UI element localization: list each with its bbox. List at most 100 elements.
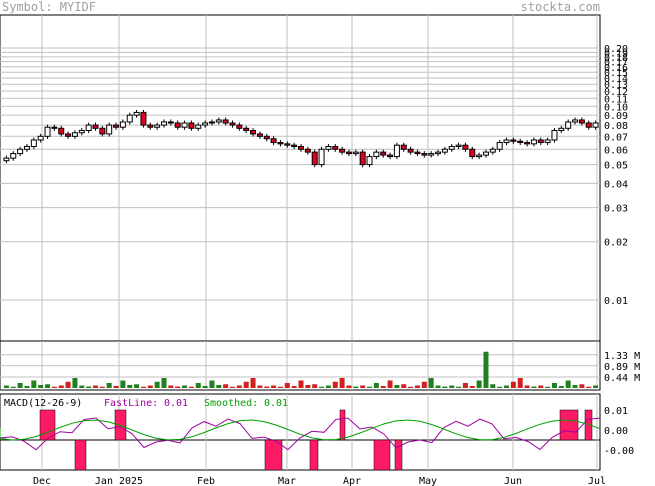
volume-bar — [531, 386, 537, 388]
volume-bar — [51, 386, 57, 388]
candle-body — [181, 122, 188, 128]
candle-body — [17, 148, 24, 155]
candle-body — [565, 121, 572, 129]
price-tick-label: 0.13 — [604, 80, 628, 91]
candle-body — [37, 135, 44, 141]
candle-body — [160, 121, 167, 126]
candle-body — [311, 151, 318, 166]
candle-body — [592, 122, 599, 128]
volume-bar — [565, 380, 571, 388]
volume-bar — [394, 385, 400, 388]
candle-body — [154, 124, 161, 128]
price-tick-label: 0.03 — [604, 204, 628, 215]
x-axis-label: Feb — [197, 476, 215, 486]
price-tick-label: 0.01 — [604, 296, 628, 307]
x-axis-label: May — [419, 476, 437, 486]
macd-hist-bar — [373, 439, 391, 471]
candle-body — [208, 121, 215, 124]
candle-body — [414, 151, 421, 155]
candle-body — [469, 148, 476, 158]
x-axis-label: Jun — [504, 476, 522, 486]
candle-body — [229, 122, 236, 126]
price-tick-label: 0.05 — [604, 161, 628, 172]
x-axis-label: Jul — [588, 476, 606, 486]
candle-body — [578, 119, 585, 124]
candle-body — [3, 157, 10, 162]
candle-body — [441, 148, 448, 153]
candle-body — [482, 151, 489, 156]
candle-body — [188, 122, 195, 129]
candle-body — [92, 124, 99, 129]
volume-bar — [209, 380, 215, 388]
volume-bar — [223, 384, 229, 388]
candle-body — [421, 153, 428, 156]
macd-hist-bar — [264, 439, 283, 471]
smoothed-line — [0, 419, 601, 441]
candle-body — [51, 126, 58, 129]
candles — [3, 109, 599, 168]
candle-body — [400, 144, 407, 150]
price-frame — [0, 14, 601, 342]
volume-bar — [250, 378, 256, 388]
volume-bar — [236, 385, 242, 388]
volume-bar — [17, 383, 23, 388]
volume-bar — [188, 386, 194, 388]
volume-bar — [284, 383, 290, 388]
volume-bar — [435, 385, 441, 388]
candle-body — [195, 124, 202, 129]
volume-bar — [79, 385, 85, 388]
candle-body — [537, 139, 544, 144]
volume-bar — [298, 380, 304, 388]
price-tick-label: 0.06 — [604, 145, 628, 156]
volume-bar — [31, 380, 37, 388]
candle-body — [387, 154, 394, 158]
volume-bar — [545, 386, 551, 388]
candle-body — [78, 130, 85, 134]
volume-bar — [401, 384, 407, 388]
volume-bar — [490, 384, 496, 388]
price-tick-label: 0.16 — [604, 63, 628, 74]
candle-body — [277, 142, 284, 145]
macd-axis: 0.01 0.00 -0.00 — [604, 406, 634, 457]
candle-body — [44, 126, 51, 137]
candle-body — [202, 122, 209, 126]
symbol-label: Symbol: MYIDF — [2, 0, 96, 14]
price-grid — [0, 15, 600, 341]
volume-bar — [469, 386, 475, 388]
price-tick-label: 0.15 — [604, 68, 628, 79]
candle-body — [243, 127, 250, 132]
volume-bar — [257, 385, 263, 388]
volume-bar — [551, 383, 557, 388]
macd-lines — [0, 417, 601, 451]
volume-bar — [462, 383, 468, 388]
candle-body — [263, 135, 270, 140]
site-name: stockta.com — [520, 0, 600, 14]
smoothed-label: Smoothed: — [204, 398, 258, 409]
candle-body — [85, 124, 92, 132]
volume-bar — [449, 385, 455, 388]
macd-hist-bar — [394, 439, 403, 471]
price-tick-label: 0.14 — [604, 74, 628, 85]
candle-body — [119, 121, 126, 128]
price-tick-label: 0.02 — [604, 238, 628, 249]
volume-bar — [504, 385, 510, 388]
candle-body — [530, 139, 537, 145]
candle-body — [113, 124, 120, 128]
volume-bar — [572, 385, 578, 388]
candle-body — [380, 151, 387, 156]
volume-bar — [38, 385, 44, 388]
candle-body — [359, 151, 366, 166]
fastline-label: FastLine: — [104, 398, 158, 409]
volume-grid — [0, 341, 600, 390]
volume-bar — [360, 385, 366, 388]
x-axis-label: Dec — [33, 476, 51, 486]
candle-body — [58, 127, 65, 135]
candle-body — [215, 119, 222, 123]
x-axis-label: Jan 2025 — [95, 476, 143, 486]
volume-bar — [312, 384, 318, 388]
fastline-line — [0, 417, 601, 451]
volume-bar — [325, 385, 331, 388]
macd-panel: 0.01 0.00 -0.00 MACD(12-26-9) FastLine: 0.… — [0, 393, 634, 471]
candle-body — [256, 133, 263, 137]
